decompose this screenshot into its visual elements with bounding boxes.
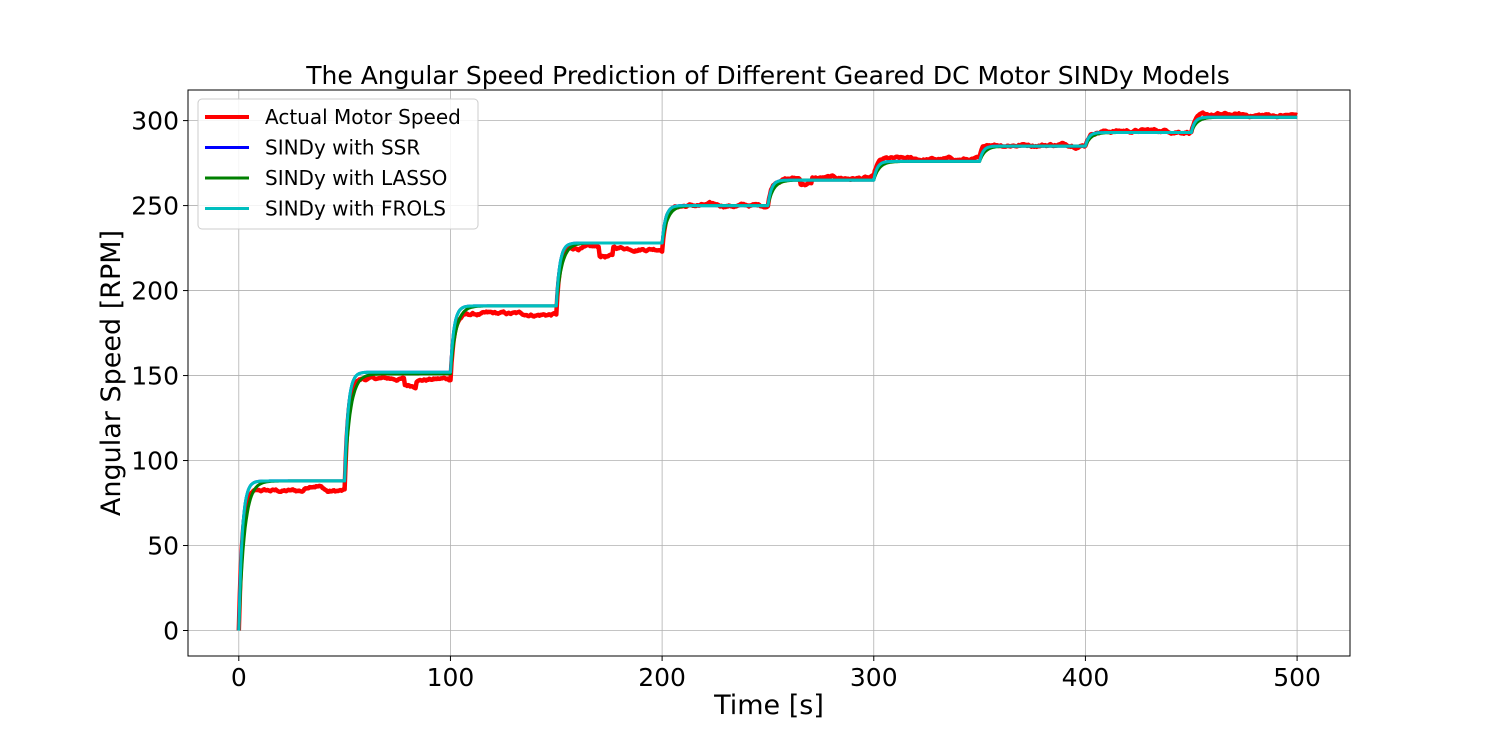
series-line-3 [237,115,1298,631]
x-tick-label: 400 [1062,663,1110,692]
y-tick-label: 150 [131,362,179,391]
x-axis-label: Time [s] [713,690,824,721]
x-axis: 0 100 200 300 400 500 [231,656,1321,692]
y-tick-label: 50 [147,532,179,561]
legend-label-3: SINDy with FROLS [265,197,446,221]
legend-label-2: SINDy with LASSO [265,166,447,190]
x-tick-label: 500 [1273,663,1321,692]
y-tick-label: 200 [131,277,179,306]
series-group [236,110,1299,631]
y-axis: 0 50 100 150 200 250 300 [131,107,188,646]
y-tick-label: 300 [131,107,179,136]
y-tick-label: 100 [131,447,179,476]
legend-box [197,98,479,230]
x-tick-label: 100 [427,663,475,692]
x-tick-label: 300 [850,663,898,692]
y-axis-label: Angular Speed [RPM] [96,230,127,516]
legend: Actual Motor Speed SINDy with SSR SINDy wi… [197,98,479,230]
legend-label-1: SINDy with SSR [265,136,420,160]
legend-label-0: Actual Motor Speed [265,105,461,129]
x-tick-label: 200 [638,663,686,692]
y-tick-label: 250 [131,192,179,221]
y-tick-label: 0 [163,617,179,646]
chart-title: The Angular Speed Prediction of Differen… [305,61,1229,90]
plot-frame [187,89,1351,657]
x-tick-label: 0 [231,663,247,692]
